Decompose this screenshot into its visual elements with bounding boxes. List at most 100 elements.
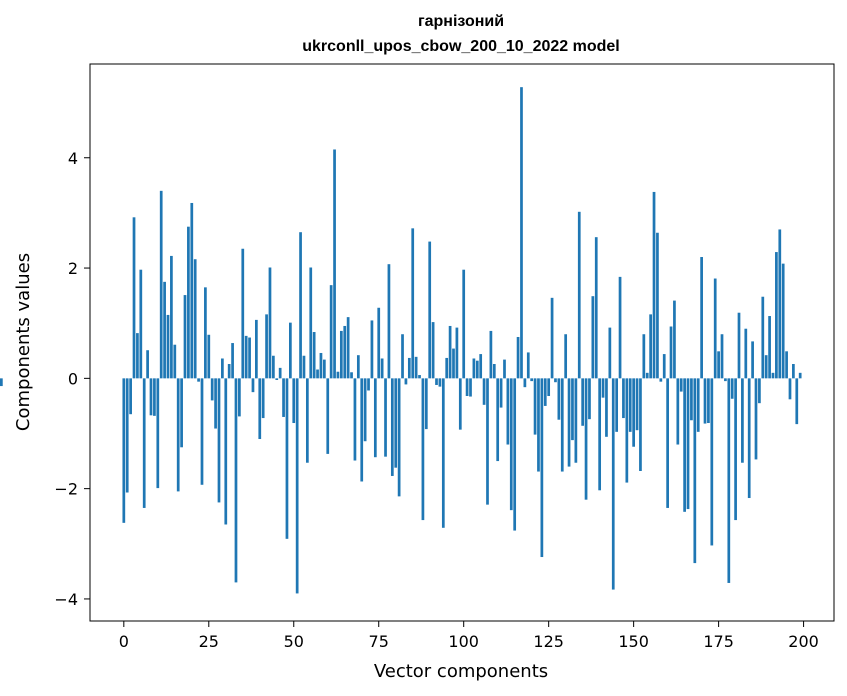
bar <box>615 378 619 432</box>
bar <box>503 359 506 379</box>
bar <box>356 355 360 379</box>
x-axis-label: Vector components <box>374 661 548 682</box>
bar <box>377 307 381 379</box>
bar <box>190 202 194 379</box>
bar <box>632 378 635 447</box>
bar <box>666 378 669 508</box>
x-tick-label: 150 <box>618 632 649 651</box>
bar <box>258 378 262 440</box>
bar <box>146 350 149 379</box>
bar <box>737 312 741 379</box>
bar <box>207 334 211 379</box>
bar <box>594 237 598 379</box>
y-tick-label: 4 <box>68 149 78 168</box>
bar <box>635 378 639 431</box>
bar <box>204 287 207 379</box>
y-axis-ticks: −4 −2 0 2 4 <box>54 149 90 609</box>
bar <box>299 232 302 379</box>
bar <box>764 355 768 379</box>
bar <box>591 296 595 379</box>
bar <box>214 378 217 429</box>
bar <box>132 217 136 379</box>
bar <box>187 226 190 379</box>
bar <box>424 378 428 430</box>
bar <box>713 278 717 379</box>
bar <box>156 378 160 489</box>
bar <box>285 378 289 539</box>
bar <box>472 358 476 379</box>
bar <box>265 314 268 379</box>
bar <box>795 378 799 425</box>
bar <box>373 378 377 458</box>
bar <box>282 378 285 417</box>
bar <box>149 378 153 416</box>
bar <box>605 378 608 437</box>
bar <box>234 378 238 583</box>
bar <box>411 228 415 379</box>
bar <box>238 378 241 417</box>
bar <box>346 317 350 379</box>
bar <box>751 341 754 379</box>
bar <box>700 257 703 379</box>
plot-area-frame <box>89 63 835 622</box>
bar <box>622 378 625 419</box>
bar <box>730 378 734 399</box>
bar <box>139 269 143 379</box>
bar <box>758 378 761 404</box>
bar <box>781 263 785 379</box>
bar <box>509 378 513 511</box>
bar <box>380 358 384 379</box>
bar <box>744 328 748 379</box>
bar <box>652 191 656 379</box>
bar <box>526 352 530 379</box>
bar <box>421 378 425 521</box>
bar <box>628 378 632 432</box>
bar <box>768 316 771 379</box>
bar <box>778 229 782 379</box>
bar <box>669 326 673 379</box>
bar <box>601 378 605 398</box>
bar <box>530 378 534 382</box>
bar <box>560 378 564 472</box>
bar <box>703 378 707 424</box>
bar <box>458 378 462 430</box>
bar <box>771 372 775 379</box>
bar <box>574 378 578 463</box>
bar <box>754 378 758 460</box>
bar <box>170 255 173 379</box>
bar <box>0 378 3 387</box>
bar <box>747 378 751 499</box>
bar <box>241 248 245 379</box>
bar <box>649 314 652 379</box>
bar <box>309 267 313 379</box>
bars-group <box>0 87 802 594</box>
bar <box>302 355 306 379</box>
bar <box>506 378 510 445</box>
bar <box>679 378 683 392</box>
bar <box>336 371 340 379</box>
bar <box>360 378 364 482</box>
bar <box>322 359 326 379</box>
x-tick-label: 75 <box>369 632 389 651</box>
x-tick-label: 25 <box>199 632 219 651</box>
bar <box>227 364 231 379</box>
bar <box>384 378 387 457</box>
bar <box>798 372 802 379</box>
bar <box>122 378 126 523</box>
bar <box>390 378 394 476</box>
bar <box>367 378 370 391</box>
bar <box>193 259 197 379</box>
bar <box>329 285 333 379</box>
x-tick-label: 50 <box>284 632 304 651</box>
x-tick-label: 0 <box>119 632 129 651</box>
bar <box>761 296 765 379</box>
bar <box>475 360 479 379</box>
bar <box>455 327 459 379</box>
bar <box>520 87 523 379</box>
bar <box>734 378 737 521</box>
bar <box>319 352 323 379</box>
bar <box>662 354 666 379</box>
bar <box>268 267 272 379</box>
bar <box>785 351 788 379</box>
